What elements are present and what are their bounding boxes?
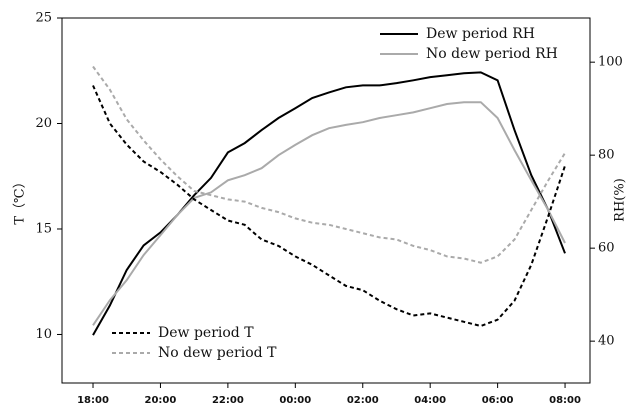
x-tick-label: 20:00 bbox=[145, 395, 177, 406]
y2-tick-label: 100 bbox=[598, 55, 623, 70]
x-tick-label: 22:00 bbox=[212, 395, 244, 406]
x-tick-label: 00:00 bbox=[279, 395, 311, 406]
y-axis-label: T（℃） bbox=[13, 175, 28, 224]
legend-label: Dew period RH bbox=[426, 26, 535, 42]
data-line bbox=[92, 71, 566, 336]
x-tick-label: 04:00 bbox=[414, 395, 446, 406]
y2-axis-label: RH(%) bbox=[613, 178, 628, 222]
x-tick-label: 02:00 bbox=[347, 395, 379, 406]
legend-label: Dew period T bbox=[158, 325, 254, 341]
y-tick-label: 25 bbox=[35, 11, 52, 26]
x-tick-label: 18:00 bbox=[77, 395, 109, 406]
legend-label: No dew period RH bbox=[426, 46, 558, 62]
y2-tick-label: 40 bbox=[598, 334, 615, 349]
y-tick-label: 15 bbox=[35, 221, 52, 236]
legend-label: No dew period T bbox=[158, 345, 277, 361]
data-line bbox=[92, 101, 566, 326]
y-tick-label: 10 bbox=[35, 327, 52, 342]
plot-frame bbox=[61, 17, 591, 384]
data-line bbox=[92, 65, 566, 264]
y-tick-label: 20 bbox=[35, 116, 52, 131]
x-tick-label: 06:00 bbox=[482, 395, 514, 406]
y2-tick-label: 60 bbox=[598, 241, 615, 256]
x-tick-label: 08:00 bbox=[549, 395, 581, 406]
data-line bbox=[92, 85, 566, 328]
y2-tick-label: 80 bbox=[598, 148, 615, 163]
